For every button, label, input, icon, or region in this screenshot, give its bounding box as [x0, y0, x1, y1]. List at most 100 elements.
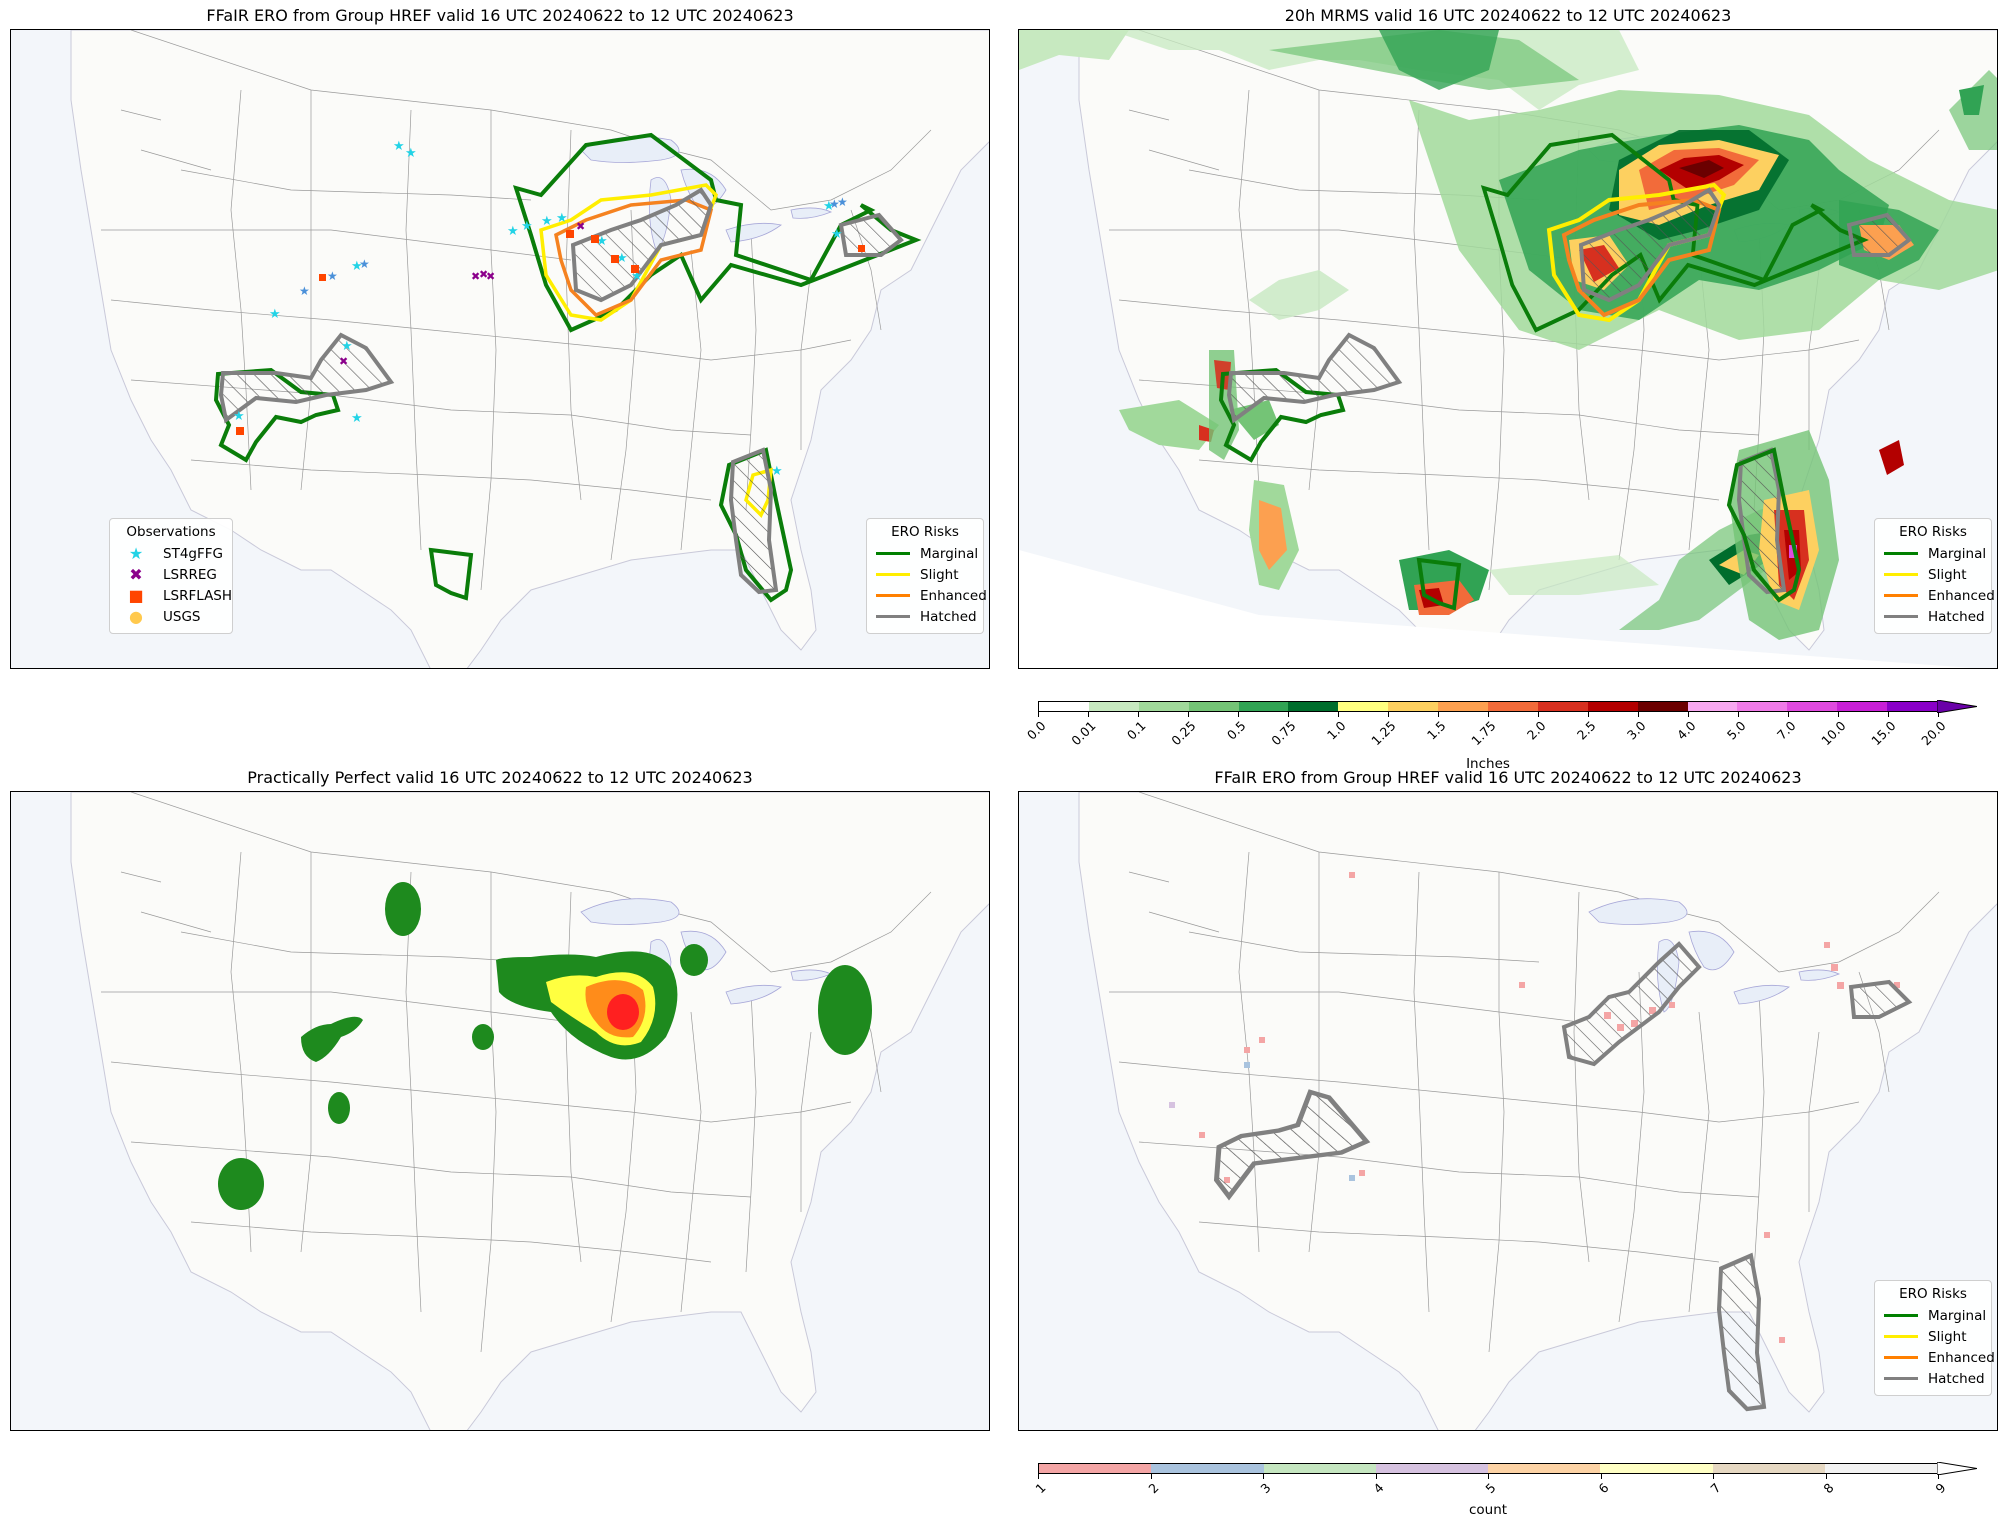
legend-item-st4gffg: ★ ST4gFFG [119, 543, 223, 564]
colorbar-extend-arrow [1937, 700, 1977, 713]
legend-item-lsrreg: ✖ LSRREG [119, 564, 223, 585]
map-practically-perfect-svg [11, 792, 989, 1430]
colorbar-tick-label: 0.5 [1223, 718, 1249, 743]
colorbar-tick-label: 7.0 [1773, 718, 1799, 743]
colorbar-tick-mark [1600, 1474, 1602, 1479]
legend-item-enhanced: Enhanced [1884, 1347, 1995, 1368]
colorbar-tick-mark [1088, 712, 1089, 717]
colorbar-tick-mark [1838, 712, 1839, 717]
svg-text:✖: ✖ [471, 270, 480, 283]
legend-label: Hatched [920, 608, 977, 625]
svg-text:✖: ✖ [486, 270, 495, 283]
colorbar-tick-mark [1888, 712, 1889, 717]
legend-label: ST4gFFG [163, 545, 223, 562]
colorbar-tick-label: 2 [1144, 1480, 1162, 1497]
colorbar-tick-mark [1188, 712, 1189, 717]
colorbar-segment [1637, 702, 1688, 711]
legend-label: Slight [1928, 1328, 1967, 1345]
practically-perfect-field [218, 882, 872, 1210]
svg-text:★: ★ [541, 214, 553, 229]
colorbar-tick-mark [1388, 712, 1389, 717]
map-ero-observations[interactable]: ★ ★ ★ ★ ★ ★ ★ ★ ★ ★ ★ ★ ★ ★ ★ ★ ★ ★ ★ ★ ★ ★ ✖ ✖ ✖ ✖ ✖ [10, 29, 990, 669]
legend-label: Enhanced [1928, 587, 1995, 604]
colorbar-segment [1375, 1464, 1488, 1473]
legend-item-marginal: Marginal [1884, 543, 1986, 564]
legend-item-enhanced: Enhanced [1884, 585, 1995, 606]
legend-item-marginal: Marginal [876, 543, 978, 564]
map-mrms-precip-svg [1019, 30, 1997, 668]
legend-item-hatched: Hatched [1884, 606, 1985, 627]
colorbar-segment [1687, 702, 1738, 711]
colorbar-tick-mark [1938, 1474, 1939, 1479]
legend-label: LSRREG [163, 566, 217, 583]
colorbar-segment [1238, 702, 1289, 711]
legend-label: Marginal [1928, 1307, 1987, 1324]
map-practically-perfect[interactable] [10, 791, 990, 1431]
svg-text:★: ★ [507, 224, 519, 239]
hatched-areas [218, 187, 904, 595]
svg-text:★: ★ [521, 219, 533, 234]
colorbar-segment [1737, 702, 1788, 711]
colorbar-tick-mark [1488, 712, 1489, 717]
map-mrms-precip[interactable]: ERO Risks Marginal Slight Enhanced Hatch… [1018, 29, 1998, 669]
colorbar-segment [1837, 702, 1888, 711]
colorbar-tick-label: 2.5 [1573, 718, 1599, 743]
svg-text:★: ★ [299, 284, 310, 298]
legend-label: Enhanced [1928, 1349, 1995, 1366]
colorbar-segment [1188, 702, 1239, 711]
colorbar-tick-label: 0.01 [1068, 718, 1099, 749]
svg-text:★: ★ [829, 197, 840, 211]
ero-risks-legend: ERO Risks Marginal Slight Enhanced Hatch… [866, 518, 987, 634]
colorbar-tick-label: 15.0 [1868, 718, 1899, 749]
legend-label: Marginal [920, 545, 979, 562]
colorbar-tick-label: 9 [1932, 1480, 1949, 1497]
colorbar-tick-label: 1 [1032, 1480, 1049, 1497]
legend-label: Enhanced [920, 587, 987, 604]
colorbar-tick-label: 0.1 [1123, 718, 1149, 743]
colorbar-segment [1587, 702, 1638, 711]
colorbar-segment [1088, 702, 1139, 711]
legend-item-hatched: Hatched [876, 606, 977, 627]
panel-title-mrms: 20h MRMS valid 16 UTC 20240622 to 12 UTC… [1284, 6, 1732, 25]
colorbar-tick-label: 1.25 [1368, 718, 1399, 749]
colorbar-segment [1488, 702, 1538, 711]
colorbar-tick-mark [1375, 1474, 1377, 1479]
line-swatch [1884, 1314, 1918, 1317]
panel-title-ero-bottom: FFaIR ERO from Group HREF valid 16 UTC 2… [1214, 768, 1802, 787]
svg-text:★: ★ [596, 234, 608, 249]
line-swatch [1884, 1377, 1918, 1380]
colorbar-tick-label: 5.0 [1723, 718, 1749, 743]
svg-text:★: ★ [269, 307, 281, 322]
colorbar-tick-mark [1638, 712, 1639, 717]
colorbar-tick-label: 6 [1594, 1480, 1612, 1497]
colorbar-segment [1438, 702, 1489, 711]
colorbar-segment [1039, 702, 1089, 711]
svg-text:★: ★ [831, 227, 843, 242]
ero-overlay [1218, 132, 1912, 611]
line-swatch [1884, 552, 1918, 555]
legend-item-slight: Slight [876, 564, 974, 585]
colorbar-tick-mark [1438, 712, 1439, 717]
colorbar-tick-label: 4.0 [1673, 718, 1699, 743]
colorbar-segment [1039, 1464, 1152, 1473]
colorbar-tick-label: 3.0 [1623, 718, 1649, 743]
svg-text:★: ★ [393, 139, 405, 154]
legend-label: Hatched [1928, 608, 1985, 625]
colorbar-tick-mark [1338, 712, 1339, 717]
panel-title-ero-top: FFaIR ERO from Group HREF valid 16 UTC 2… [206, 6, 794, 25]
precip-colorbar [1038, 701, 1938, 712]
line-swatch [1884, 1356, 1918, 1359]
square-icon: ■ [128, 585, 144, 605]
circle-icon: ● [129, 606, 143, 626]
line-swatch [876, 615, 910, 618]
map-ero-count[interactable]: ERO Risks Marginal Slight Enhanced Hatch… [1018, 791, 1998, 1431]
legend-item-usgs: ● USGS [119, 606, 223, 627]
line-swatch [1884, 594, 1918, 597]
svg-text:✖: ✖ [479, 268, 488, 281]
colorbar-segment [1824, 1464, 1937, 1473]
colorbar-segment [1600, 1464, 1713, 1473]
colorbar-extend-arrow-count [1937, 1462, 1977, 1475]
line-swatch [1884, 615, 1918, 618]
legend-item-hatched: Hatched [1884, 1368, 1985, 1389]
colorbar-segment [1288, 702, 1339, 711]
